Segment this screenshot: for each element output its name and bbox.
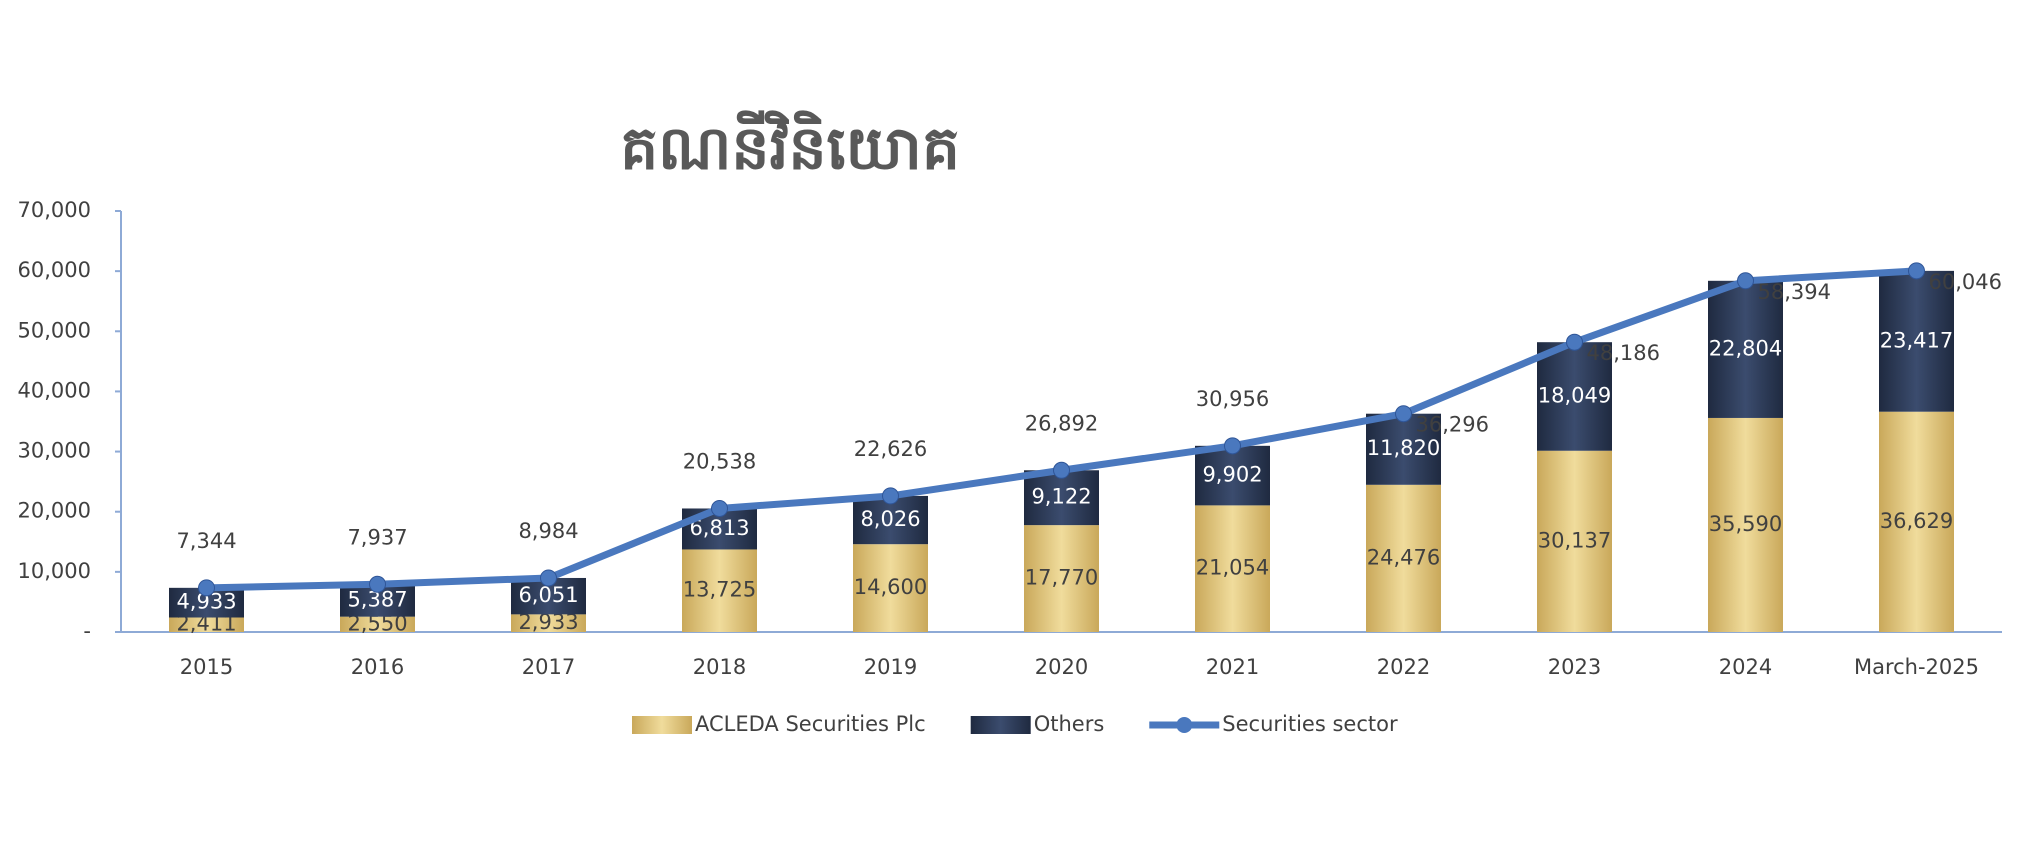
bar <box>1024 525 1099 632</box>
chart-title: គណនីវិនិយោគ <box>620 110 960 184</box>
x-tick-label: 2020 <box>1035 655 1088 679</box>
bar-value-label: 13,725 <box>683 578 756 602</box>
line-value-label: 58,394 <box>1758 280 1831 304</box>
x-tick-label: March-2025 <box>1854 655 1979 679</box>
x-tick-label: 2022 <box>1377 655 1430 679</box>
x-tick-label: 2015 <box>180 655 233 679</box>
legend-label: Others <box>1034 712 1105 736</box>
x-tick-label: 2023 <box>1548 655 1601 679</box>
bar <box>1708 280 1783 418</box>
bar <box>1708 417 1783 632</box>
x-tick-label: 2019 <box>864 655 917 679</box>
bar <box>1366 484 1441 632</box>
bar <box>1195 505 1270 632</box>
y-tick-label: 40,000 <box>18 378 91 402</box>
y-tick-label: 10,000 <box>18 559 91 583</box>
line-value-label: 36,296 <box>1416 413 1489 437</box>
bar <box>853 544 928 632</box>
x-tick-label: 2021 <box>1206 655 1259 679</box>
line-value-label: 48,186 <box>1587 341 1660 365</box>
legend-swatch <box>970 716 1031 734</box>
line-point <box>1053 461 1070 479</box>
y-tick-label: 20,000 <box>18 499 91 523</box>
bar-value-label: 9,122 <box>1031 485 1091 509</box>
x-tick-label: 2016 <box>351 655 404 679</box>
line-value-label: 7,937 <box>347 525 407 549</box>
line-point <box>540 569 557 587</box>
bar-value-label: 24,476 <box>1367 545 1440 569</box>
legend-label: ACLEDA Securities Plc <box>695 712 926 736</box>
bar <box>340 616 415 632</box>
line-point <box>1566 333 1583 351</box>
bar-value-label: 9,902 <box>1202 463 1262 487</box>
legend-swatch <box>632 716 692 734</box>
bar <box>1195 445 1270 506</box>
x-tick-label: 2024 <box>1719 655 1772 679</box>
line-point <box>369 575 386 593</box>
line-point <box>711 499 728 517</box>
bar <box>511 614 586 632</box>
bar <box>1879 411 1954 632</box>
x-tick-label: 2018 <box>693 655 746 679</box>
line-value-label: 60,046 <box>1929 270 2002 294</box>
bar-value-label: 17,770 <box>1025 566 1098 590</box>
bar-value-label: 23,417 <box>1880 328 1953 352</box>
bar-value-label: 35,590 <box>1709 512 1782 536</box>
line-value-label: 22,626 <box>854 437 927 461</box>
bar <box>682 549 757 632</box>
bar-value-label: 6,051 <box>518 583 578 607</box>
y-tick-label: 30,000 <box>18 439 91 463</box>
line-point <box>882 487 899 505</box>
line-point <box>1395 405 1412 423</box>
bar <box>169 617 244 632</box>
bar <box>1537 342 1612 451</box>
y-tick-label: 60,000 <box>18 258 91 282</box>
line-point <box>198 579 215 597</box>
y-tick-label: 70,000 <box>18 198 91 222</box>
line-point <box>1737 272 1754 290</box>
bar <box>1537 450 1612 632</box>
y-tick-label: - <box>83 619 91 643</box>
line-value-label: 20,538 <box>683 449 756 473</box>
bar-value-label: 14,600 <box>854 575 927 599</box>
line-value-label: 7,344 <box>176 529 236 553</box>
line-point <box>1908 262 1925 280</box>
bar <box>1024 470 1099 526</box>
bar-value-label: 30,137 <box>1538 528 1611 552</box>
x-tick-label: 2017 <box>522 655 575 679</box>
legend-marker <box>1176 717 1193 733</box>
bar-value-label: 21,054 <box>1196 556 1269 580</box>
bar-value-label: 8,026 <box>860 507 920 531</box>
line-value-label: 26,892 <box>1025 411 1098 435</box>
bar <box>1366 413 1441 485</box>
line-value-label: 30,956 <box>1196 387 1269 411</box>
y-tick-label: 50,000 <box>18 318 91 342</box>
bar <box>1879 270 1954 412</box>
line-value-label: 8,984 <box>518 519 578 543</box>
legend-label: Securities sector <box>1222 712 1398 736</box>
line-point <box>1224 437 1241 455</box>
bar-value-label: 36,629 <box>1880 509 1953 533</box>
bar-value-label: 22,804 <box>1709 336 1782 360</box>
bar-value-label: 11,820 <box>1367 436 1440 460</box>
bar-value-label: 18,049 <box>1538 383 1611 407</box>
